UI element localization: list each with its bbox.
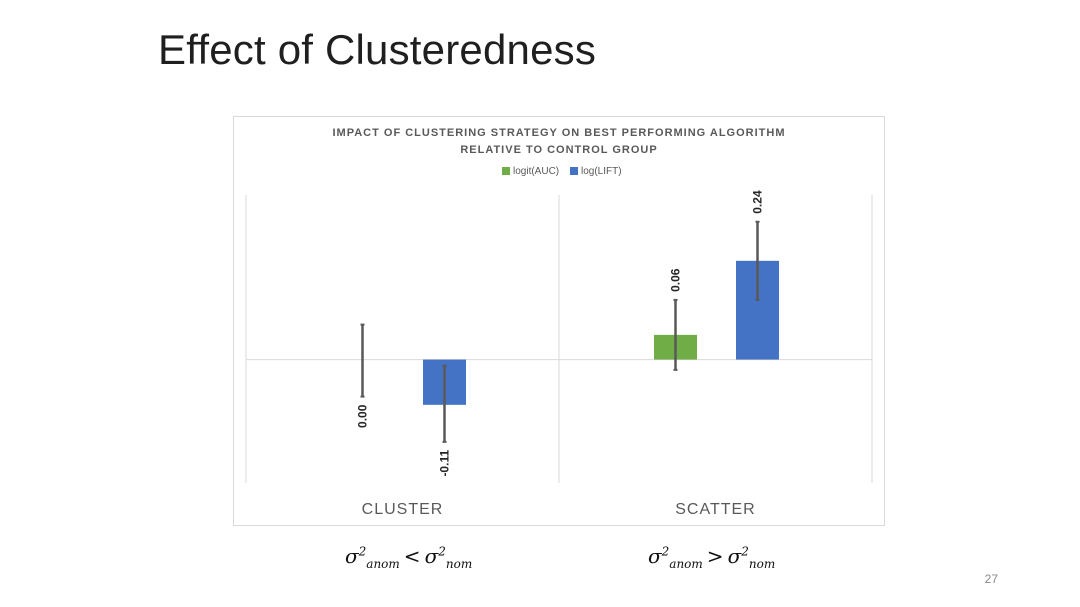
sigma-symbol: σ bbox=[424, 544, 439, 568]
scatter-variance-condition: σ2anom > σ2nom bbox=[648, 544, 775, 571]
chart-svg: IMPACT OF CLUSTERING STRATEGY ON BEST PE… bbox=[245, 127, 873, 518]
data-label: 0.00 bbox=[356, 404, 370, 428]
category-label-scatter: SCATTER bbox=[675, 501, 755, 518]
subscript-nom: nom bbox=[445, 557, 473, 571]
exponent: 2 bbox=[358, 544, 367, 559]
exponent: 2 bbox=[741, 544, 749, 559]
legend-label-2: log(LIFT) bbox=[581, 166, 622, 177]
legend-swatch-2 bbox=[570, 167, 578, 175]
subscript-anom: anom bbox=[366, 557, 400, 571]
data-label: 0.06 bbox=[669, 268, 683, 292]
data-label: -0.11 bbox=[438, 450, 452, 477]
comparison-operator: > bbox=[706, 544, 724, 568]
comparison-operator: < bbox=[403, 544, 421, 568]
slide-number: 27 bbox=[984, 572, 998, 586]
sigma-symbol: σ bbox=[648, 544, 662, 568]
slide-title: Effect of Clusteredness bbox=[158, 26, 597, 73]
chart-title-line-1: IMPACT OF CLUSTERING STRATEGY ON BEST PE… bbox=[333, 127, 786, 139]
chart-area: IMPACT OF CLUSTERING STRATEGY ON BEST PE… bbox=[233, 116, 885, 526]
category-label-cluster: CLUSTER bbox=[362, 501, 444, 518]
sigma-symbol: σ bbox=[727, 544, 742, 568]
subscript-nom: nom bbox=[748, 557, 776, 571]
chart-title-line-2: RELATIVE TO CONTROL GROUP bbox=[460, 144, 657, 156]
legend-swatch-1 bbox=[502, 167, 510, 175]
exponent: 2 bbox=[438, 544, 446, 559]
data-label: 0.24 bbox=[751, 190, 765, 214]
sigma-symbol: σ bbox=[345, 544, 359, 568]
exponent: 2 bbox=[661, 544, 670, 559]
subscript-anom: anom bbox=[669, 557, 703, 571]
legend-label-1: logit(AUC) bbox=[513, 166, 559, 177]
cluster-variance-condition: σ2anom < σ2nom bbox=[345, 544, 472, 571]
